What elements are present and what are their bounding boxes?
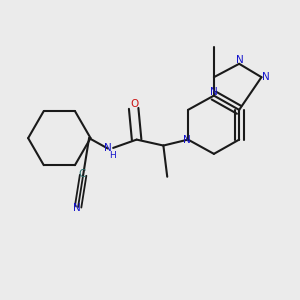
Text: N: N xyxy=(210,87,218,97)
Text: N: N xyxy=(183,136,190,146)
Text: N: N xyxy=(262,72,269,82)
Text: C: C xyxy=(78,169,85,179)
Text: H: H xyxy=(109,151,116,160)
Text: N: N xyxy=(104,142,112,153)
Text: N: N xyxy=(236,55,244,64)
Text: N: N xyxy=(73,203,81,213)
Text: O: O xyxy=(130,99,138,109)
